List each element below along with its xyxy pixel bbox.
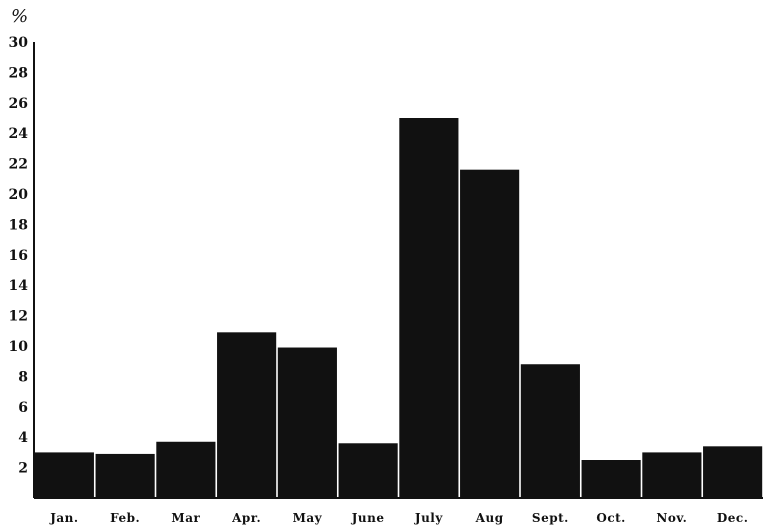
x-category-label: Feb. xyxy=(110,511,140,525)
y-tick-label: 28 xyxy=(9,65,28,81)
x-category-label: Jan. xyxy=(49,511,78,525)
y-axis-unit-label: % xyxy=(11,6,28,27)
bar xyxy=(642,452,702,498)
bar xyxy=(95,453,155,498)
x-category-label: Sept. xyxy=(532,511,569,525)
y-tick-label: 8 xyxy=(18,369,28,385)
x-category-label: Aug xyxy=(475,511,504,525)
x-category-label: May xyxy=(293,511,323,525)
bar xyxy=(460,169,520,498)
y-tick-label: 20 xyxy=(9,187,29,203)
y-tick-label: 26 xyxy=(9,96,28,112)
bar xyxy=(277,347,337,498)
y-tick-label: 2 xyxy=(18,461,28,477)
y-tick-label: 12 xyxy=(9,309,28,325)
bar xyxy=(703,446,763,498)
x-category-label: July xyxy=(414,511,443,525)
bar xyxy=(581,460,641,498)
y-tick-label: 22 xyxy=(9,157,28,173)
y-tick-label: 30 xyxy=(9,35,29,51)
x-category-label: Dec. xyxy=(717,511,749,525)
x-category-label: June xyxy=(351,511,385,525)
y-tick-label: 4 xyxy=(18,430,28,446)
y-tick-label: 10 xyxy=(9,339,29,355)
bar xyxy=(399,118,459,498)
bar xyxy=(338,443,398,498)
bars xyxy=(34,118,763,498)
y-tick-label: 24 xyxy=(9,126,29,142)
bar xyxy=(34,452,94,498)
x-category-label: Mar xyxy=(171,511,200,525)
bar xyxy=(156,441,216,498)
x-category-labels: Jan. Feb. Mar Apr. May June July Aug Sept. Oct. No… xyxy=(49,511,748,525)
x-category-label: Apr. xyxy=(231,511,261,525)
y-tick-label: 18 xyxy=(9,217,28,233)
bar xyxy=(520,364,580,498)
y-tick-label: 14 xyxy=(9,278,29,294)
bar xyxy=(217,332,277,498)
x-category-label: Nov. xyxy=(656,511,687,525)
x-category-label: Oct. xyxy=(596,511,625,525)
y-tick-label: 16 xyxy=(9,248,28,264)
y-tick-label: 6 xyxy=(18,400,28,416)
